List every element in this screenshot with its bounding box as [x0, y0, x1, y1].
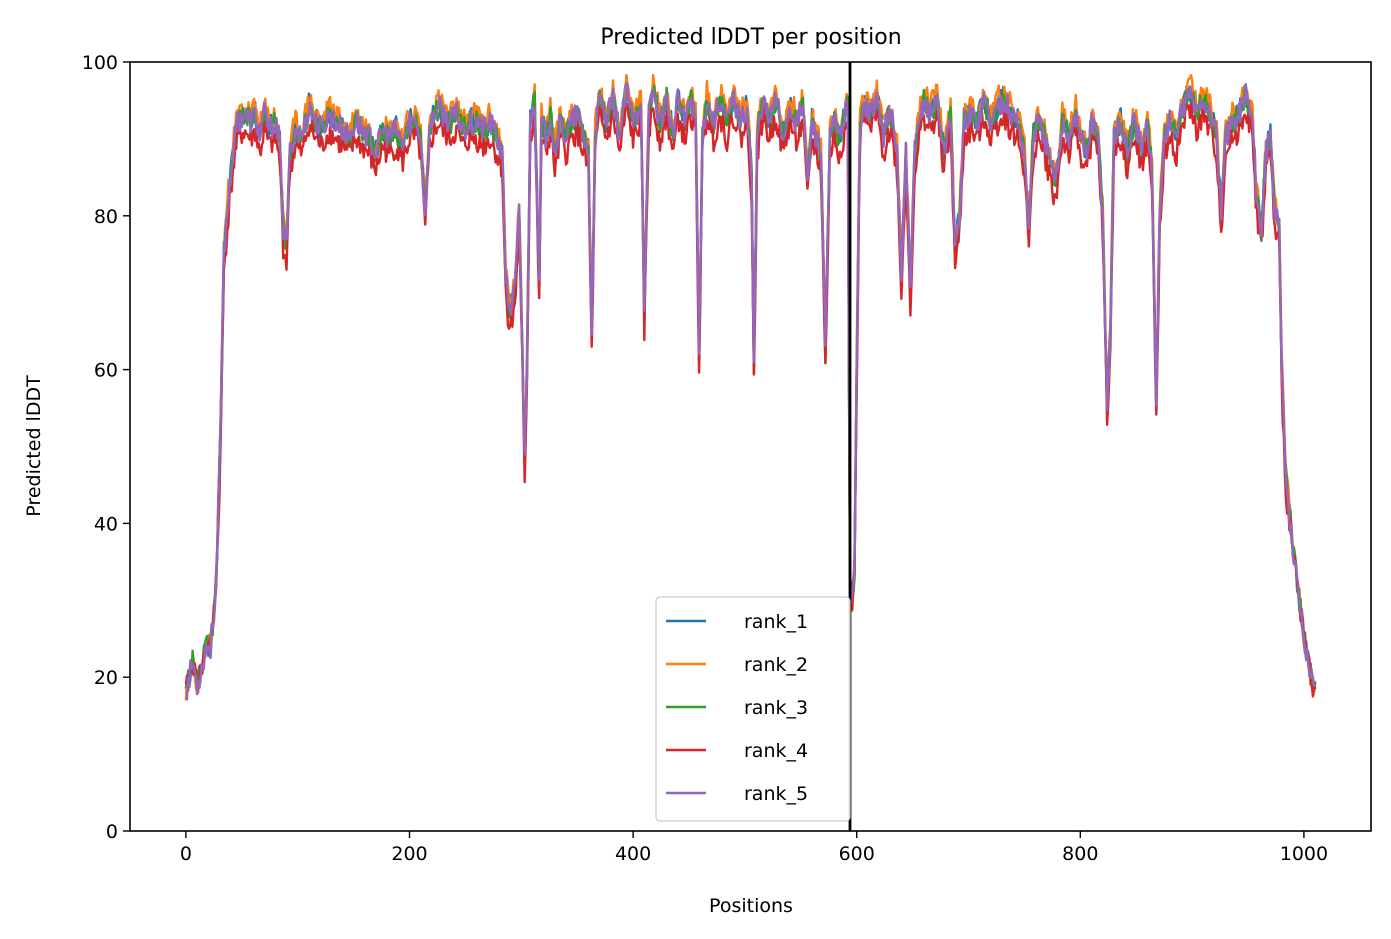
- axes-frame: [129, 61, 1372, 832]
- y-tick-label: 40: [94, 513, 118, 535]
- y-tick-label: 0: [106, 821, 118, 843]
- chart-title: Predicted lDDT per position: [600, 25, 901, 50]
- x-tick-label: 0: [180, 843, 192, 865]
- x-axis-label: Positions: [709, 895, 793, 917]
- legend: rank_1 rank_2 rank_3 rank_4 rank_5: [655, 596, 851, 822]
- y-axis-label: Predicted lDDT: [23, 375, 45, 517]
- legend-label: rank_3: [744, 697, 808, 719]
- x-tick-label: 1000: [1280, 843, 1328, 865]
- legend-label: rank_4: [744, 740, 808, 762]
- legend-label: rank_5: [744, 783, 808, 805]
- legend-label: rank_2: [744, 654, 808, 676]
- y-tick-label: 100: [82, 52, 118, 74]
- y-tick-label: 60: [94, 360, 118, 382]
- y-tick-label: 80: [94, 206, 118, 228]
- plot-lines: [184, 73, 1317, 701]
- x-axis-ticks: 0 200 400 600 800 1000: [180, 831, 1328, 865]
- y-tick-label: 20: [94, 667, 118, 689]
- x-tick-label: 400: [615, 843, 651, 865]
- x-tick-label: 800: [1062, 843, 1098, 865]
- y-axis-ticks: 0 20 40 60 80 100: [82, 52, 130, 843]
- x-tick-label: 200: [391, 843, 427, 865]
- legend-box: [655, 596, 851, 822]
- x-tick-label: 600: [839, 843, 875, 865]
- series-line-rank-5: [184, 81, 1317, 701]
- legend-label: rank_1: [744, 611, 808, 633]
- series-line-rank-4: [184, 102, 1317, 697]
